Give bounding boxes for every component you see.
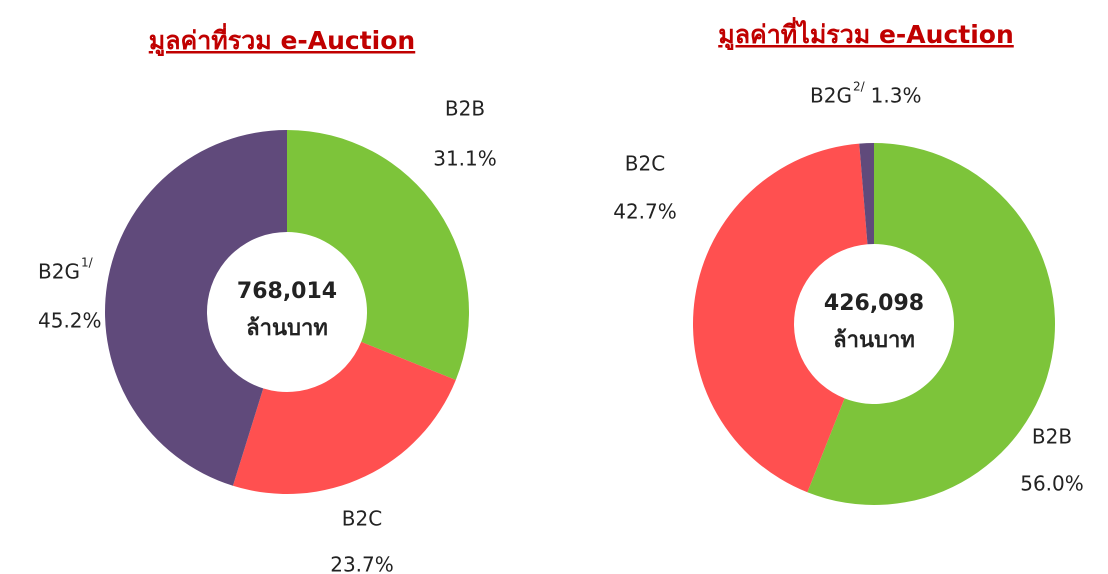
chart-title: มูลค่าที่ไม่รวม e-Auction xyxy=(718,17,1014,51)
center-unit: ล้านบาท xyxy=(833,328,915,353)
center-total: 426,098 xyxy=(824,291,924,316)
center-unit: ล้านบาท xyxy=(246,316,328,341)
value-label: 23.7% xyxy=(330,553,394,574)
value-label: 42.7% xyxy=(613,200,677,224)
donut-segment xyxy=(287,130,469,381)
donut-segment xyxy=(692,143,868,493)
value-label: 1.3% xyxy=(871,84,922,108)
category-label: B2G xyxy=(810,84,852,108)
center-total: 768,014 xyxy=(237,279,337,304)
category-label: B2B xyxy=(1032,425,1072,449)
value-label: 45.2% xyxy=(38,309,102,333)
category-superscript: 1/ xyxy=(81,256,94,270)
category-label: B2G xyxy=(38,260,80,284)
category-label: B2B xyxy=(445,97,485,121)
category-label: B2C xyxy=(625,152,665,176)
category-label: B2C xyxy=(342,507,382,531)
category-superscript: 2/ xyxy=(853,80,866,94)
donut-segment xyxy=(807,143,1055,505)
chart-title: มูลค่าที่รวม e-Auction xyxy=(149,23,415,57)
donut-segment xyxy=(859,143,874,245)
value-label: 31.1% xyxy=(433,147,497,171)
donut-segment xyxy=(232,341,456,495)
value-label: 56.0% xyxy=(1020,472,1084,496)
donut-segment xyxy=(104,130,287,486)
